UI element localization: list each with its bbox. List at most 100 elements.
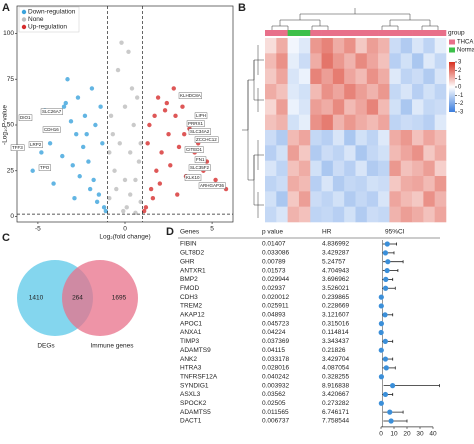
heatmap-cell [298,145,311,161]
hr-point [382,356,389,362]
heatmap-cell [344,53,356,69]
gene-label-box [10,144,25,151]
heatmap-cell [344,68,356,85]
gene-label: CDH16 [44,127,59,132]
p-value: 0.020012 [262,294,289,301]
heatmap-cell [298,99,311,115]
gene-name: ANTXR1 [180,267,206,274]
heatmap-cell [378,160,390,177]
gene-label-box [184,174,202,181]
gene-name: ASXL3 [180,391,201,398]
heatmap-cell [287,84,300,100]
gene-label-box [28,141,43,148]
gene-label-box [178,92,202,99]
point [68,119,74,124]
heatmap-cell [332,84,345,100]
gene-label: FN1 [196,157,205,162]
hazard-ratio: 4.836992 [322,241,349,248]
point [39,150,44,155]
point [82,113,88,119]
heatmap-cell [310,38,322,54]
heatmap-cell [389,191,402,207]
heatmap-cell [321,99,334,115]
heatmap-cell [321,191,334,207]
heatmap-cell [276,38,288,54]
point [51,181,56,186]
legend-title: group [448,30,465,37]
heatmap-cell [310,99,322,115]
point [107,150,112,155]
column-header: p value [262,229,283,236]
heatmap-cell [366,130,379,146]
y-tick-label: 50 [7,122,15,129]
heatmap-cell [310,191,322,207]
heatmap-cell [412,53,424,69]
colorbar [449,62,455,112]
point [96,192,102,197]
gene-label: DIO1 [20,115,31,120]
point [75,95,81,100]
heatmap-cell [434,68,447,85]
heatmap-cell [276,130,288,146]
panel-label: A [2,2,10,14]
hazard-ratio: 7.758544 [322,418,349,425]
heatmap-cell [389,53,402,69]
group-cell [344,30,356,36]
point [180,104,185,109]
heatmap-cell [276,206,288,223]
column-header: Genes [180,229,200,236]
heatmap-cell [321,130,334,146]
p-value: 0.01407 [262,241,286,248]
x-tick-label: 30 [416,431,424,438]
point [162,108,168,113]
heatmap-cell [344,191,356,207]
heatmap-cell [332,176,345,192]
heatmap-cell [366,53,379,69]
heatmap-cell [287,53,300,69]
heatmap-cell [276,114,288,131]
group-cell [378,30,390,36]
panel-label: D [166,226,174,238]
p-value: 0.04224 [262,329,286,336]
heatmap-cell [332,145,345,161]
p-value: 0.01573 [262,267,286,274]
hazard-ratio: 0.239865 [322,294,349,301]
heatmap-cell [332,130,345,146]
group-cell [298,30,311,36]
legend-label: THCA [457,40,473,46]
heatmap-cell [287,114,300,131]
group-cell [400,30,413,36]
heatmap-cell [276,145,288,161]
point [87,186,93,192]
point [61,104,67,109]
heatmap-cell [378,206,390,223]
hazard-ratio: 3.429287 [322,250,349,257]
heatmap-cell [298,84,311,100]
heatmap-cell [423,68,435,85]
gene-label: LRP2 [30,142,42,147]
heatmap-cell [265,206,277,223]
gene-label-box [38,164,51,171]
point [213,177,218,183]
heatmap-cell [265,99,277,115]
heatmap-cell [366,191,379,207]
heatmap-cell [366,99,379,115]
heatmap-cell [287,191,300,207]
panel-label: C [2,232,10,244]
heatmap-cell [366,176,379,192]
heatmap-cell [310,206,322,223]
venn-count: 1695 [112,295,127,302]
heatmap-cell [400,53,413,69]
heatmap-cell [434,191,447,207]
heatmap-cell [423,206,435,223]
gene-label: SLC34A2 [190,129,210,134]
point [98,104,103,109]
y-axis-title: -Log₁₀P-value [2,105,9,145]
point [80,144,86,150]
heatmap-cell [423,84,435,100]
heatmap-cell [355,68,368,85]
group-cell [287,30,300,36]
legend-marker [21,9,27,15]
hazard-ratio: 0.21826 [322,347,346,354]
